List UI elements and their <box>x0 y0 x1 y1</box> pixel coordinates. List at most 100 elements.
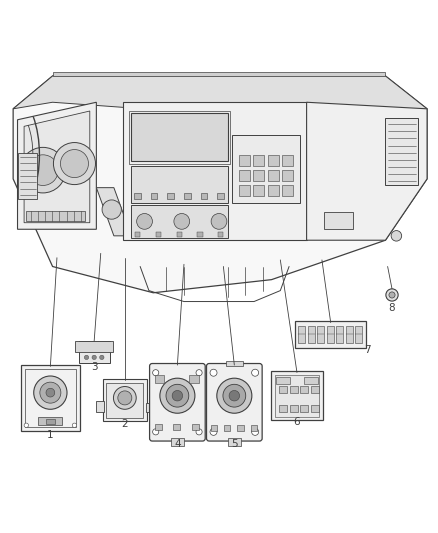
Bar <box>135 232 140 237</box>
Bar <box>46 419 55 424</box>
FancyBboxPatch shape <box>275 375 319 416</box>
Bar <box>300 405 308 412</box>
Bar <box>268 185 279 197</box>
Bar <box>211 425 217 431</box>
Polygon shape <box>18 102 96 229</box>
Bar <box>298 326 305 343</box>
Circle shape <box>391 231 402 241</box>
Polygon shape <box>13 76 427 126</box>
Bar <box>356 326 362 343</box>
Polygon shape <box>307 102 427 240</box>
Bar <box>134 193 141 199</box>
Bar <box>79 341 110 363</box>
Bar <box>282 170 293 181</box>
Text: 8: 8 <box>389 303 396 313</box>
Circle shape <box>99 355 104 360</box>
Circle shape <box>53 142 95 184</box>
Bar <box>311 405 319 412</box>
Bar <box>279 386 287 393</box>
Bar <box>239 170 250 181</box>
Bar <box>177 232 182 237</box>
Bar <box>253 170 264 181</box>
Bar <box>276 377 290 384</box>
Polygon shape <box>24 111 90 223</box>
Polygon shape <box>123 102 307 240</box>
Circle shape <box>210 369 217 376</box>
Circle shape <box>20 147 66 193</box>
Bar <box>290 386 297 393</box>
FancyBboxPatch shape <box>21 365 80 431</box>
Bar <box>197 232 202 237</box>
Circle shape <box>24 423 28 427</box>
Circle shape <box>386 289 398 301</box>
Circle shape <box>28 155 58 185</box>
Circle shape <box>389 292 395 298</box>
Bar <box>239 185 250 197</box>
Bar <box>253 185 264 197</box>
Bar <box>237 425 244 431</box>
FancyBboxPatch shape <box>149 364 205 441</box>
Circle shape <box>72 423 77 427</box>
Bar <box>75 341 113 352</box>
Circle shape <box>60 150 88 177</box>
Circle shape <box>102 200 121 219</box>
Text: 7: 7 <box>364 345 371 355</box>
Bar <box>279 405 287 412</box>
Circle shape <box>152 366 163 377</box>
Circle shape <box>210 429 217 435</box>
FancyBboxPatch shape <box>207 364 262 441</box>
Bar <box>131 205 228 238</box>
FancyBboxPatch shape <box>271 371 323 421</box>
Bar <box>18 152 37 199</box>
Bar <box>167 193 174 199</box>
Bar <box>346 326 353 343</box>
Bar <box>311 386 319 393</box>
Circle shape <box>229 391 240 401</box>
Circle shape <box>251 429 258 435</box>
Bar <box>173 424 180 430</box>
Circle shape <box>113 386 136 409</box>
Circle shape <box>34 376 67 409</box>
Bar <box>96 401 104 412</box>
Bar <box>218 232 223 237</box>
Text: 2: 2 <box>121 419 128 429</box>
Bar <box>189 375 199 383</box>
Circle shape <box>196 429 202 435</box>
Bar <box>224 425 230 431</box>
Bar <box>385 118 418 185</box>
Bar <box>282 185 293 197</box>
Text: 4: 4 <box>174 439 181 449</box>
Bar <box>171 439 184 446</box>
Text: 6: 6 <box>293 417 300 427</box>
Polygon shape <box>96 188 131 236</box>
Bar <box>327 326 334 343</box>
FancyBboxPatch shape <box>295 321 366 348</box>
Circle shape <box>92 355 96 360</box>
Text: 1: 1 <box>47 430 54 440</box>
Bar <box>324 212 353 229</box>
Bar <box>304 377 318 384</box>
Bar <box>282 155 293 166</box>
Bar <box>156 232 161 237</box>
Bar <box>307 326 314 343</box>
Circle shape <box>192 366 202 377</box>
Bar <box>155 375 165 383</box>
Text: 5: 5 <box>231 439 238 449</box>
Bar <box>184 193 191 199</box>
Circle shape <box>40 382 61 403</box>
Circle shape <box>223 384 246 407</box>
Bar <box>151 193 157 199</box>
Bar <box>239 155 250 166</box>
Text: 3: 3 <box>91 362 98 372</box>
Circle shape <box>160 378 195 413</box>
Circle shape <box>251 369 258 376</box>
Polygon shape <box>53 71 385 76</box>
Circle shape <box>192 428 202 439</box>
Bar <box>300 386 308 393</box>
Circle shape <box>172 391 183 401</box>
Bar <box>129 111 230 164</box>
Circle shape <box>211 214 227 229</box>
Circle shape <box>217 378 252 413</box>
Circle shape <box>166 384 189 407</box>
Circle shape <box>46 388 55 397</box>
